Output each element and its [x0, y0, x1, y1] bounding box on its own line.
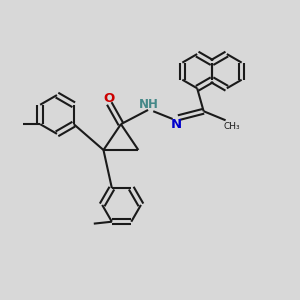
Text: O: O	[103, 92, 114, 106]
Text: CH₃: CH₃	[224, 122, 240, 130]
Text: NH: NH	[139, 98, 159, 111]
Text: N: N	[170, 118, 182, 131]
